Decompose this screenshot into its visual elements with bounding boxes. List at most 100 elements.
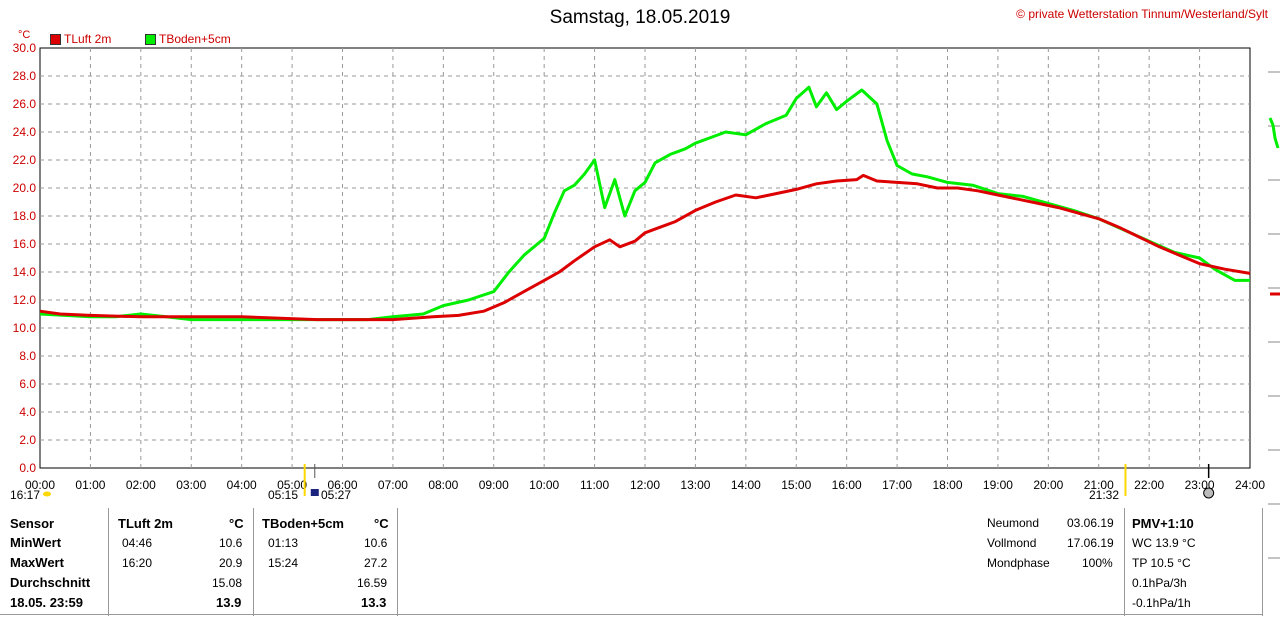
x-tick-label: 21:00: [1084, 478, 1114, 492]
y-tick-label: 16.0: [13, 237, 37, 251]
page-title: Samstag, 18.05.2019: [549, 7, 731, 28]
col2-unit: °C: [374, 516, 389, 531]
col1-max-time: 16:20: [122, 556, 153, 570]
x-tick-label: 11:00: [580, 478, 609, 492]
row-label-min: MinWert: [10, 535, 62, 550]
table-bottom-border: [0, 614, 1262, 615]
y-tick-label: 14.0: [13, 265, 37, 279]
legend-label-tluft: TLuft 2m: [64, 32, 112, 46]
x-tick-label: 02:00: [126, 478, 156, 492]
col1-min-time: 04:46: [122, 536, 153, 550]
x-tick-label: 12:00: [630, 478, 660, 492]
legend-label-tboden: TBoden+5cm: [159, 32, 231, 46]
x-tick-label: 19:00: [983, 478, 1013, 492]
y-tick-label: 24.0: [13, 125, 37, 139]
legend-swatch-red: [50, 33, 61, 45]
y-axis: 0.0 2.0 4.0 6.0 8.0 10.0 12.0 14.0 16.0 18.0 20.0 2…: [13, 41, 37, 475]
y-tick-label: 8.0: [19, 349, 36, 363]
col1-header: TLuft 2m: [118, 516, 173, 531]
y-tick-label: 12.0: [13, 293, 37, 307]
col2-max: 27.2: [364, 556, 388, 570]
vollmond-date: 17.06.19: [1067, 536, 1114, 550]
x-tick-label: 22:00: [1134, 478, 1164, 492]
moonrise-icon: [43, 491, 51, 497]
header-sensor: Sensor: [10, 516, 55, 531]
y-tick-label: 20.0: [13, 181, 37, 195]
y-tick-label: 0.0: [19, 461, 36, 475]
y-tick-label: 4.0: [19, 405, 36, 419]
y-tick-label: 26.0: [13, 97, 37, 111]
x-tick-label: 14:00: [731, 478, 761, 492]
col1-last: 13.9: [216, 595, 242, 610]
neumond-date: 03.06.19: [1067, 516, 1114, 530]
y-tick-label: 28.0: [13, 69, 37, 83]
grid: [40, 48, 1250, 468]
x-tick-label: 18:00: [932, 478, 962, 492]
col2-header: TBoden+5cm: [262, 516, 344, 531]
col2-min: 10.6: [364, 536, 388, 550]
x-tick-label: 13:00: [680, 478, 710, 492]
col1-max: 20.9: [219, 556, 243, 570]
series-lines: [39, 85, 1251, 322]
moonrise-time: 16:17: [10, 488, 41, 502]
col1-min: 10.6: [219, 536, 243, 550]
y-unit-label: °C: [18, 29, 31, 41]
pmv-p1: -0.1hPa/1h: [1132, 596, 1191, 610]
x-tick-label: 01:00: [75, 478, 105, 492]
neumond-label: Neumond: [987, 516, 1040, 530]
table-separator: [397, 508, 398, 616]
legend-item-tluft: TLuft 2m: [50, 33, 111, 45]
x-tick-label: 06:00: [327, 478, 357, 492]
table-separator: [1262, 508, 1263, 616]
x-tick-label: 24:00: [1235, 478, 1265, 492]
x-tick-label: 15:00: [781, 478, 811, 492]
y-tick-label: 2.0: [19, 433, 36, 447]
pmv-p3: 0.1hPa/3h: [1132, 576, 1187, 590]
x-tick-label: 04:00: [227, 478, 257, 492]
table-separator: [253, 508, 254, 616]
legend-swatch-green: [145, 33, 156, 45]
sun-markers: [43, 464, 1215, 499]
y-tick-label: 30.0: [13, 41, 37, 55]
x-tick-label: 10:00: [529, 478, 559, 492]
col1-unit: °C: [229, 516, 244, 531]
row-label-last: 18.05. 23:59: [10, 595, 84, 610]
x-axis: 00:00 01:00 02:00 03:00 04:00 05:00 06:00 07:00…: [25, 478, 1265, 492]
pmv-wc: WC 13.9 °C: [1132, 536, 1196, 550]
y-tick-label: 18.0: [13, 209, 37, 223]
table-separator: [108, 508, 109, 616]
copyright-text: © private Wetterstation Tinnum/Westerlan…: [1016, 7, 1268, 21]
full-moon-icon: [1203, 487, 1215, 499]
col2-last: 13.3: [361, 595, 387, 610]
x-tick-label: 16:00: [832, 478, 862, 492]
right-mini-axis: [1268, 71, 1280, 559]
x-tick-label: 08:00: [428, 478, 458, 492]
vollmond-label: Vollmond: [987, 536, 1037, 550]
mondphase-value: 100%: [1082, 556, 1113, 570]
col2-avg: 16.59: [357, 576, 388, 590]
row-label-avg: Durchschnitt: [10, 575, 91, 590]
col2-min-time: 01:13: [268, 536, 299, 550]
x-tick-label: 20:00: [1033, 478, 1063, 492]
x-tick-label: 09:00: [479, 478, 509, 492]
x-tick-label: 17:00: [882, 478, 912, 492]
table-separator: [1124, 508, 1125, 616]
moon-icon: [310, 489, 319, 496]
sunrise-time-b: 05:27: [321, 488, 352, 502]
pmv-title: PMV+1:10: [1132, 516, 1194, 531]
x-tick-label: 05:00: [277, 478, 307, 492]
col1-avg: 15.08: [212, 576, 243, 590]
mondphase-label: Mondphase: [987, 556, 1050, 570]
x-tick-label: 00:00: [25, 478, 55, 492]
x-tick-label: 03:00: [176, 478, 206, 492]
y-tick-label: 6.0: [19, 377, 36, 391]
y-tick-label: 22.0: [13, 153, 37, 167]
pmv-tp: TP 10.5 °C: [1132, 556, 1191, 570]
col2-max-time: 15:24: [268, 556, 299, 570]
x-tick-label: 07:00: [378, 478, 408, 492]
legend-item-tboden: TBoden+5cm: [145, 33, 231, 45]
row-label-max: MaxWert: [10, 555, 64, 570]
y-tick-label: 10.0: [13, 321, 37, 335]
sunrise-time: 05:15: [268, 488, 299, 502]
